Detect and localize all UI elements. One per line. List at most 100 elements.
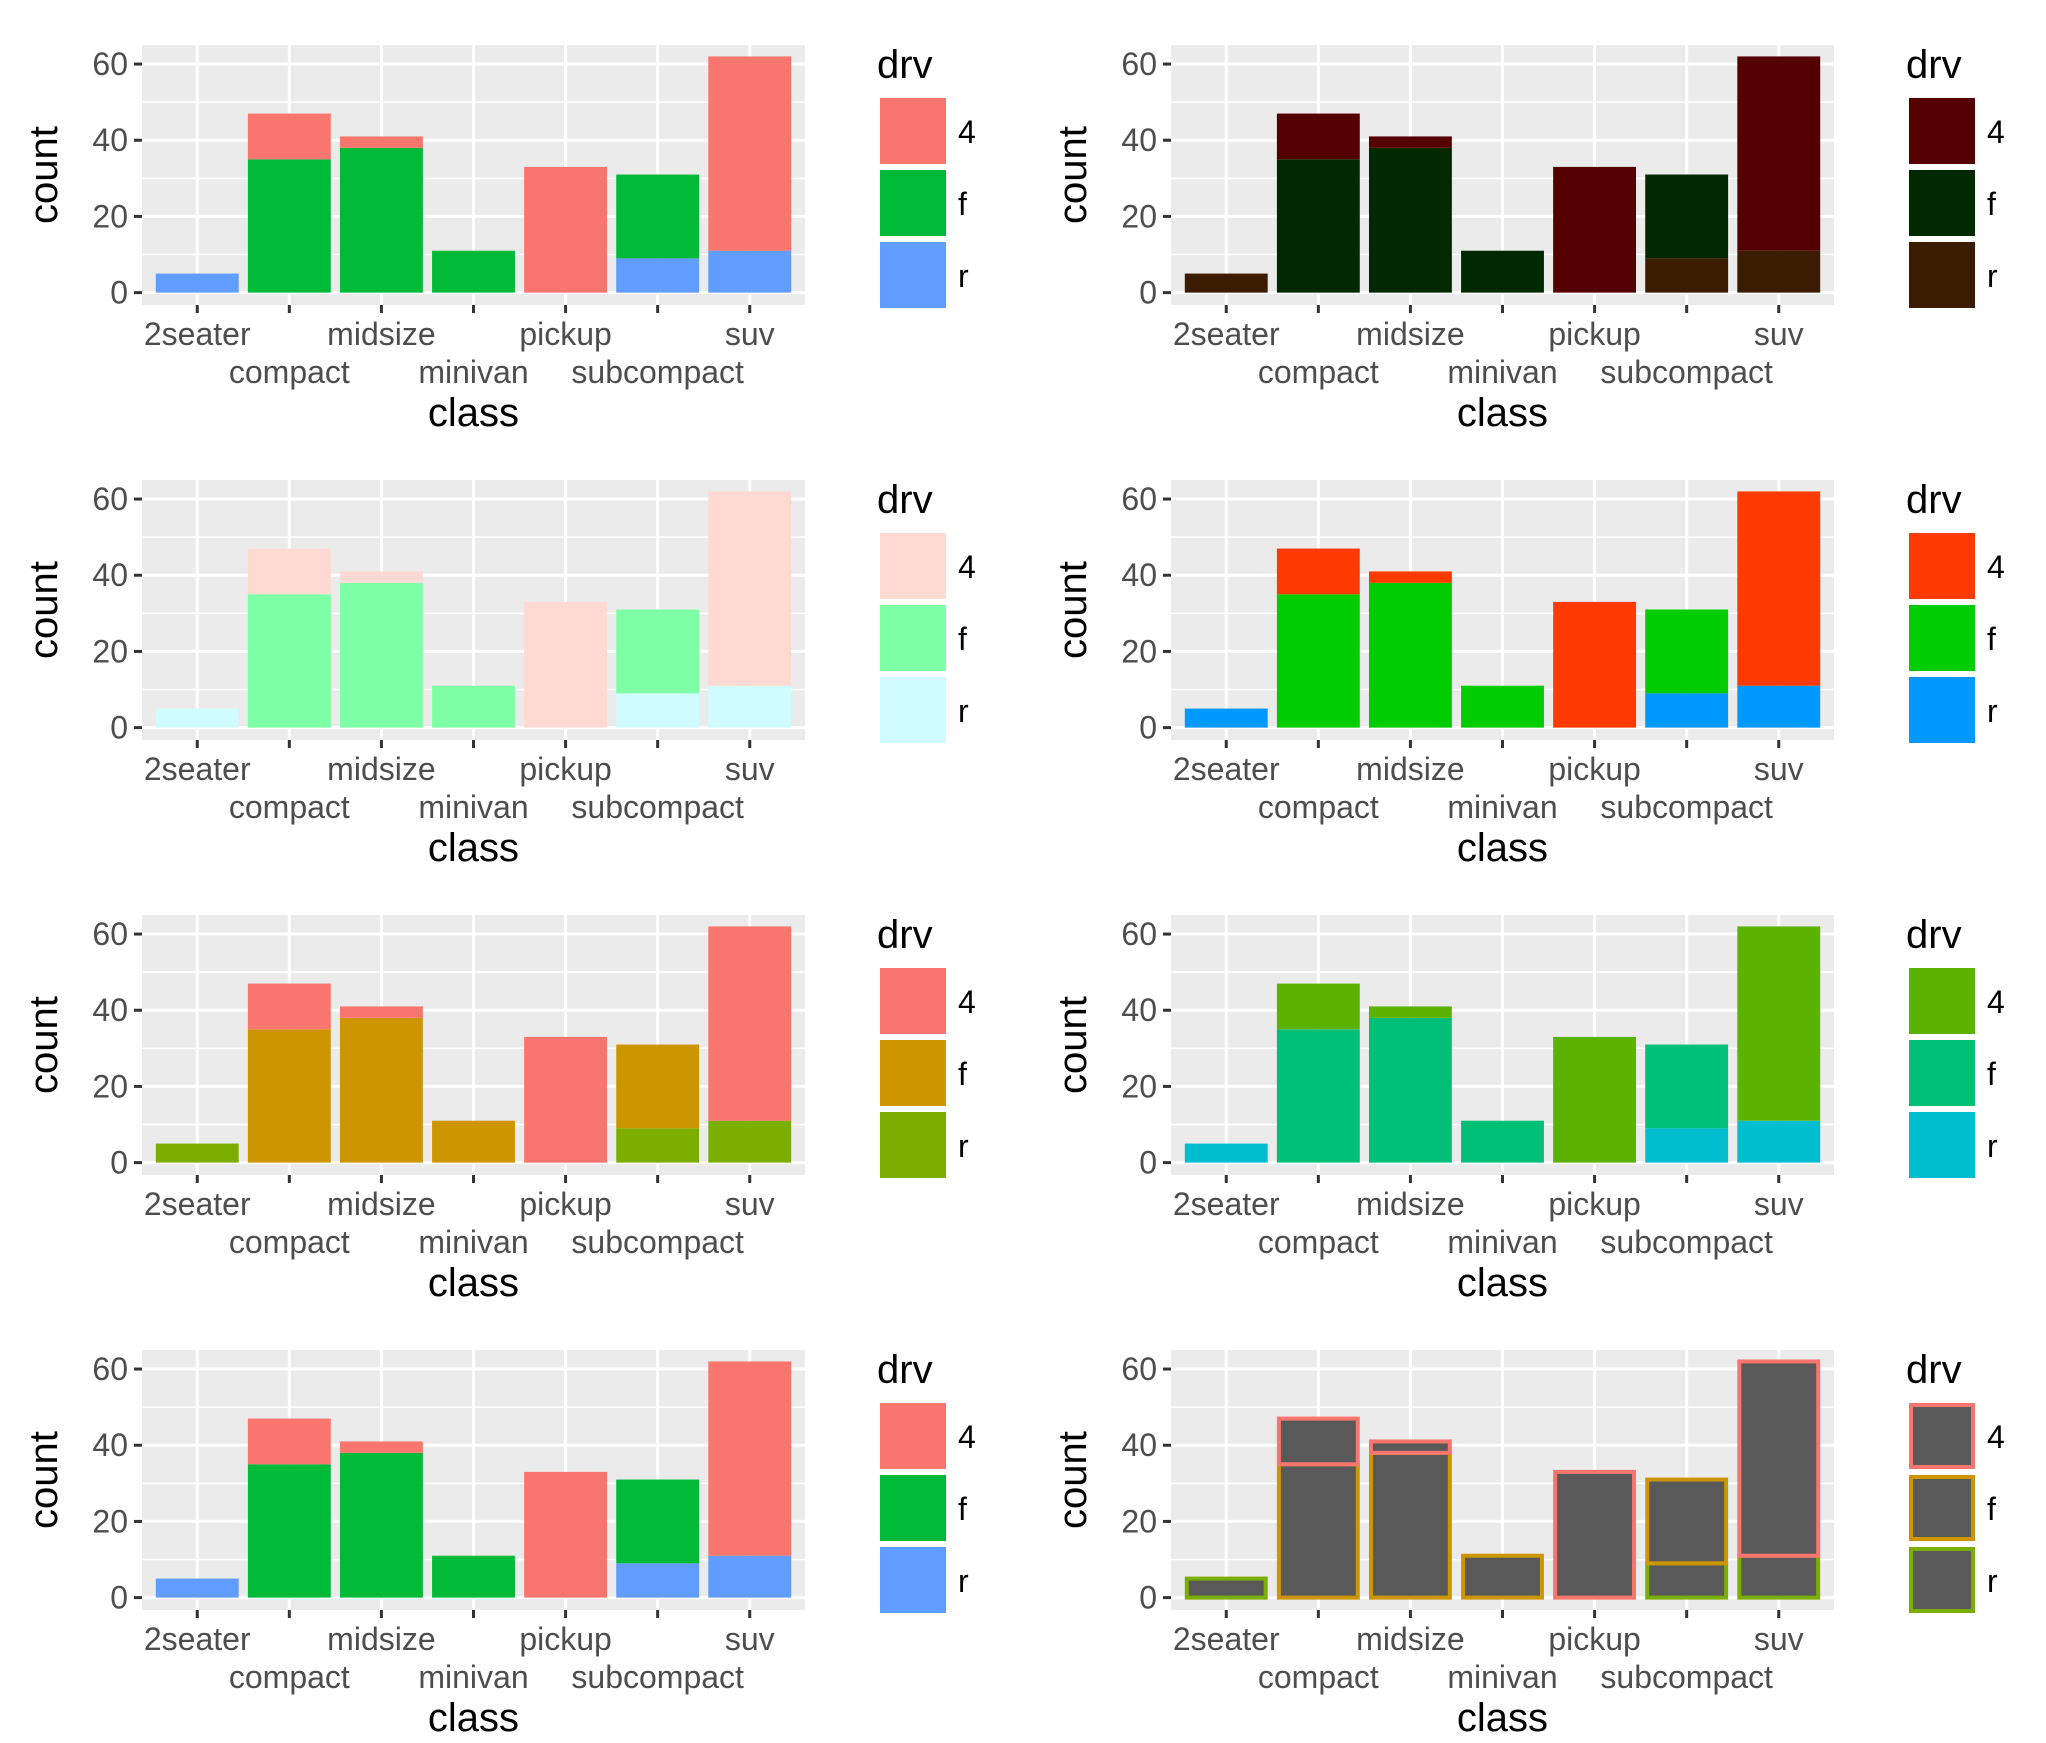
bar-midsize-4 bbox=[339, 136, 423, 148]
y-tick-label: 40 bbox=[1121, 557, 1157, 593]
chart-panel: 0 20 40 60 2seatercompactmidsizeminivanpicku… bbox=[1051, 913, 2005, 1305]
bar-suv-r bbox=[708, 685, 792, 728]
x-tick-label: compact bbox=[1258, 354, 1379, 390]
legend-label: r bbox=[1987, 1563, 1998, 1599]
bar-midsize-f bbox=[1368, 1017, 1452, 1163]
legend-key bbox=[880, 1403, 946, 1469]
x-tick-label: subcompact bbox=[1600, 789, 1773, 825]
legend-label: r bbox=[1987, 258, 1998, 294]
chart-panel: 0 20 40 60 2seatercompactmidsizeminivanpicku… bbox=[22, 913, 976, 1305]
y-tick-label: 0 bbox=[110, 1580, 128, 1616]
bar-2seater-r bbox=[1184, 1143, 1268, 1163]
legend-key bbox=[1909, 1547, 1975, 1613]
y-tick-label: 0 bbox=[1139, 710, 1157, 746]
legend-title: drv bbox=[1906, 478, 1962, 522]
bar-suv-r bbox=[708, 250, 792, 293]
x-tick-label: subcompact bbox=[571, 1659, 744, 1695]
legend-label: r bbox=[958, 1128, 969, 1164]
x-tick-label: suv bbox=[725, 316, 775, 352]
x-tick-label: suv bbox=[725, 1186, 775, 1222]
bar-2seater-r bbox=[155, 273, 239, 293]
bar-compact-4 bbox=[1276, 983, 1360, 1030]
x-tick-label: 2seater bbox=[144, 1186, 251, 1222]
x-tick-label: midsize bbox=[327, 751, 435, 787]
bar-subcompact-r bbox=[616, 258, 700, 293]
bar-subcompact-r bbox=[1645, 1561, 1729, 1600]
y-tick-label: 20 bbox=[92, 1068, 128, 1104]
bar-2seater-r bbox=[1184, 273, 1268, 293]
bar-midsize-4 bbox=[339, 1441, 423, 1453]
bar-minivan-f bbox=[1461, 250, 1544, 293]
bar-minivan-f bbox=[1461, 685, 1544, 728]
y-tick-label: 20 bbox=[1121, 1503, 1157, 1539]
bar-compact-f bbox=[247, 159, 331, 293]
y-tick-label: 20 bbox=[92, 1503, 128, 1539]
bar-suv-4 bbox=[1737, 491, 1821, 686]
x-tick-label: pickup bbox=[519, 1186, 612, 1222]
x-tick-label: pickup bbox=[519, 316, 612, 352]
legend-label: 4 bbox=[958, 1419, 976, 1455]
legend-key bbox=[1909, 1112, 1975, 1178]
y-axis-title: count bbox=[1051, 996, 1095, 1094]
legend-key bbox=[880, 170, 946, 236]
x-tick-label: minivan bbox=[418, 1224, 528, 1260]
bar-suv-4 bbox=[1737, 1359, 1821, 1558]
legend-label: r bbox=[1987, 1128, 1998, 1164]
x-tick-label: compact bbox=[1258, 789, 1379, 825]
y-tick-label: 40 bbox=[92, 122, 128, 158]
bar-midsize-4 bbox=[1368, 136, 1452, 148]
x-tick-label: 2seater bbox=[1173, 316, 1280, 352]
legend-key bbox=[880, 968, 946, 1034]
bar-suv-r bbox=[1737, 685, 1821, 728]
bar-2seater-r bbox=[1184, 1576, 1268, 1600]
bar-minivan-f bbox=[432, 250, 515, 293]
bar-pickup-4 bbox=[1553, 1469, 1637, 1600]
bar-subcompact-f bbox=[1645, 174, 1729, 259]
bar-midsize-f bbox=[339, 1017, 423, 1163]
bar-midsize-4 bbox=[339, 571, 423, 583]
y-tick-label: 60 bbox=[92, 1351, 128, 1387]
bar-compact-f bbox=[1276, 159, 1360, 293]
bar-subcompact-r bbox=[1645, 258, 1729, 293]
x-tick-label: pickup bbox=[1548, 1621, 1641, 1657]
legend-key bbox=[880, 1112, 946, 1178]
x-tick-label: subcompact bbox=[1600, 354, 1773, 390]
legend-key bbox=[880, 1547, 946, 1613]
legend-label: f bbox=[958, 186, 967, 222]
x-tick-label: 2seater bbox=[1173, 1621, 1280, 1657]
x-tick-label: midsize bbox=[1356, 316, 1464, 352]
bar-compact-4 bbox=[1276, 113, 1360, 160]
x-tick-label: midsize bbox=[327, 316, 435, 352]
y-axis-title: count bbox=[22, 996, 66, 1094]
x-tick-label: 2seater bbox=[144, 1621, 251, 1657]
y-tick-label: 40 bbox=[92, 1427, 128, 1463]
bar-suv-4 bbox=[708, 491, 792, 686]
x-tick-label: compact bbox=[1258, 1659, 1379, 1695]
legend-key bbox=[1909, 1040, 1975, 1106]
bar-suv-4 bbox=[708, 1361, 792, 1556]
bar-suv-r bbox=[1737, 1120, 1821, 1163]
bar-midsize-f bbox=[1368, 147, 1452, 293]
x-axis-title: class bbox=[1457, 1261, 1548, 1305]
legend-title: drv bbox=[1906, 43, 1962, 87]
bar-midsize-f bbox=[339, 147, 423, 293]
bar-suv-4 bbox=[708, 56, 792, 251]
bar-compact-4 bbox=[247, 1418, 331, 1465]
legend-label: 4 bbox=[1987, 1419, 2005, 1455]
bar-pickup-4 bbox=[1553, 601, 1637, 728]
bar-pickup-4 bbox=[524, 1471, 608, 1598]
x-tick-label: minivan bbox=[1447, 1224, 1557, 1260]
legend-label: r bbox=[958, 693, 969, 729]
x-tick-label: pickup bbox=[1548, 1186, 1641, 1222]
bar-suv-r bbox=[1737, 250, 1821, 293]
x-tick-label: suv bbox=[1754, 751, 1804, 787]
bar-suv-r bbox=[708, 1120, 792, 1163]
bar-minivan-f bbox=[1461, 1120, 1544, 1163]
x-tick-label: pickup bbox=[1548, 316, 1641, 352]
legend-label: 4 bbox=[958, 549, 976, 585]
x-tick-label: subcompact bbox=[571, 1224, 744, 1260]
legend-title: drv bbox=[1906, 913, 1962, 957]
bar-minivan-f bbox=[432, 1120, 515, 1163]
bar-subcompact-r bbox=[616, 1128, 700, 1163]
